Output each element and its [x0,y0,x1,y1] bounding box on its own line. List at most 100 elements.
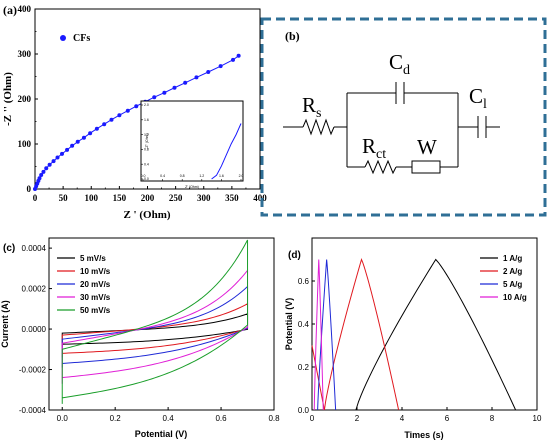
panel-c-y-tick-label: 0.0000 [22,325,47,334]
panel-c-frame [48,237,275,411]
panel-a-data-point [55,155,60,160]
panel-d-initial-discharge [311,345,325,411]
panel-a-x-tick-label: 200 [141,193,155,203]
inset-curve [211,123,242,180]
panel-c-legend-label: 20 mV/s [80,280,111,289]
panel-a-data-point [94,126,99,131]
panel-a-data-point [231,57,235,62]
inset-frame [140,100,244,182]
panel-a-data-point [88,131,93,136]
panel-c-x-ticks: 0.0 0.2 0.4 0.6 0.8 [57,407,280,423]
panel-a-y-tick-label: 0 [27,184,32,194]
panel-c-x-tick-label: 0.6 [215,414,227,423]
panel-a-data-point [47,162,52,167]
panel-a-x-ticks: 0 50 100 150 200 250 300 350 400 [33,186,267,203]
panel-a-data-point [172,85,177,90]
panel-a-data-point [183,80,188,85]
inset-x-axis-label: Z' (Ohm) [185,185,199,189]
inset-y-tick-label: 0.0 [144,177,149,181]
panel-d-gcd-curves [311,257,517,411]
inset-y-axis-label: -Z'' (Ohm) [145,133,149,149]
resistor-rs [302,118,335,136]
panel-a-data-point [218,64,223,69]
panel-a-data-point [41,169,46,174]
panel-d-gcd-curve [313,259,324,411]
panel-d-y-axis-label: Potential (V) [284,298,294,351]
panel-a-data-point [60,151,64,156]
panel-a-data-point [134,104,139,109]
panel-d-legend-label: 5 A/g [503,280,522,289]
panel-a-data-point [162,90,167,95]
panel-c-y-tick-label: -0.0002 [19,366,47,375]
panel-a-data-point [39,173,44,178]
panel-a-data-point [109,117,114,122]
inset-x-tick-label: 1.6 [219,174,224,178]
panel-d-legend-label: 2 A/g [503,267,522,276]
panel-d-label: (d) [288,250,301,261]
panel-a-y-tick-label: 200 [18,94,32,104]
panel-c-x-tick-label: 0.8 [268,414,280,423]
panel-b-label: (b) [285,29,300,43]
inset-y-tick-label: 2.0 [144,103,149,107]
panel-c-legend-label: 50 mV/s [80,306,111,315]
panel-a-legend-label: CFs [73,33,90,44]
panel-a-y-tick-label: 300 [18,49,32,59]
panel-c-cv-curves [61,239,249,404]
panel-c-x-tick-label: 0.0 [57,414,69,423]
panel-d-gcd-curve [323,257,400,411]
panel-d-gcd-curve [317,259,337,411]
panel-a: (a) 0 50 100 150 200 250 300 350 400 0 100 200 300 4… [2,3,267,221]
panel-a-data-point [81,135,86,140]
inset-x-tick-label: 1.2 [199,174,204,178]
panel-a-data-point [65,147,70,152]
inset-x-tick-label: 0.8 [180,174,185,178]
panel-a-x-tick-label: 100 [85,193,99,203]
panel-c-y-tick-label: 0.0002 [22,285,47,294]
panel-a-data-point [102,122,107,127]
panel-a-x-tick-label: 300 [197,193,211,203]
panel-a-legend-marker [60,35,66,41]
panel-c-legend: 5 mV/s 10 mV/s 20 mV/s 30 mV/s 50 mV/s [57,254,111,315]
panel-d-x-tick-label: 2 [355,414,360,423]
panel-a-data-point [44,166,49,171]
inset-y-tick-label: 0.8 [144,148,149,152]
panel-d-y-tick-label: 0.4 [298,320,310,329]
panel-d-x-ticks: 0 2 4 6 8 10 [310,407,542,423]
circuit-wires [283,82,500,175]
panel-a-data-point [125,108,130,113]
panel-a-data-point [117,113,122,118]
panel-a-x-axis-label: Z ' (Ohm) [123,209,170,221]
panel-a-inset: 0.0 0.4 0.8 1.2 1.6 2.0 0.0 0.4 0.8 1.2 1.6 2.0 Z'… [140,100,244,189]
panel-d-y-tick-label: 0.0 [298,406,310,415]
panel-c-legend-label: 10 mV/s [80,267,111,276]
panel-a-data-point [152,95,157,100]
panel-a-y-axis-label: -Z '' (Ohm) [2,72,14,126]
panel-a-data-point [206,70,211,74]
panel-b-dashed-frame [260,17,547,217]
inset-y-ticks: 0.0 0.4 0.8 1.2 1.6 2.0 [141,103,149,181]
panel-d-x-tick-label: 0 [310,414,315,423]
panel-d-y-tick-label: 0.2 [298,363,310,372]
panel-c-cv-loop [61,239,249,404]
inset-x-tick-label: 0.4 [160,174,165,178]
panel-a-x-tick-label: 250 [169,193,183,203]
panel-a-x-tick-label: 400 [253,193,267,203]
label-rs: Rs [302,93,321,121]
panel-c-legend-label: 30 mV/s [80,293,111,302]
panel-c-x-tick-label: 0.2 [110,414,122,423]
panel-d-gcd-curve [355,258,517,411]
panel-a-x-tick-label: 350 [225,193,239,203]
panel-c-x-axis-label: Potential (V) [135,429,188,439]
panel-c-legend-label: 5 mV/s [80,254,106,263]
inset-x-tick-label: 2.0 [239,174,244,178]
panel-b: (b) Rs Cd Cl Rct W [260,17,547,217]
label-rct: Rct [362,134,386,162]
panel-c-x-tick-label: 0.4 [163,414,175,423]
panel-d-y-ticks: 0.0 0.2 0.4 0.6 [298,277,315,415]
label-cd: Cd [389,50,410,78]
panel-c-y-ticks: -0.0004 -0.0002 0.0000 0.0002 0.0004 [19,244,52,415]
panel-c-y-tick-label: 0.0004 [22,244,47,253]
panel-d-legend-label: 1 A/g [503,254,522,263]
panel-c-y-tick-label: -0.0004 [19,406,47,415]
